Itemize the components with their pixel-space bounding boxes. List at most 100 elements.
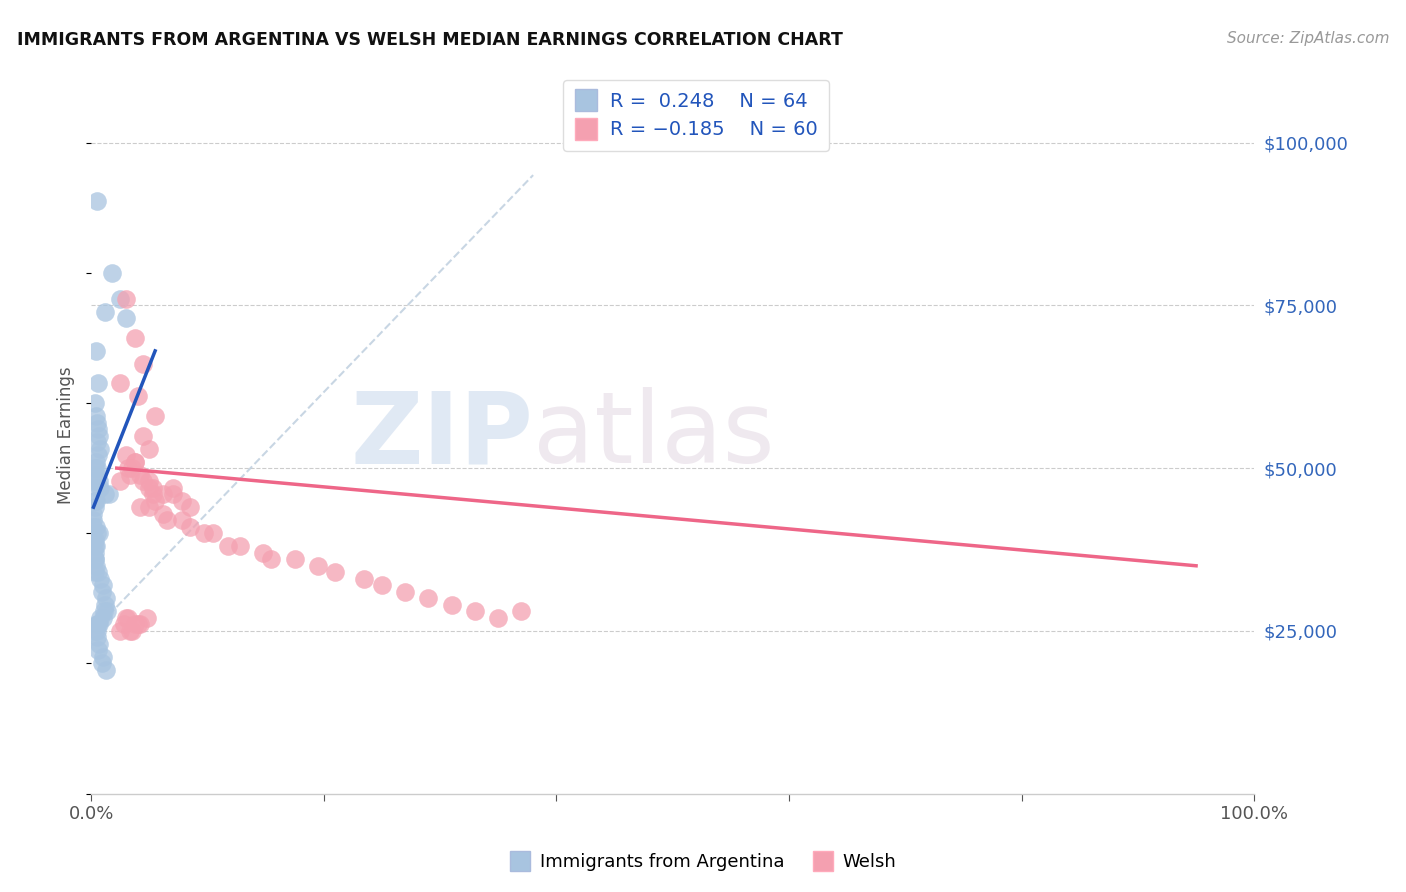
Point	[83, 539, 105, 553]
Point	[89, 611, 111, 625]
Point	[202, 526, 225, 541]
Point	[284, 552, 307, 566]
Text: ZIP: ZIP	[350, 387, 533, 484]
Point	[193, 526, 215, 541]
Point	[90, 657, 112, 671]
Point	[83, 566, 105, 580]
Point	[84, 558, 107, 573]
Point	[96, 663, 118, 677]
Point	[84, 409, 107, 423]
Point	[87, 376, 110, 391]
Point	[138, 442, 160, 456]
Point	[86, 416, 108, 430]
Point	[84, 467, 107, 482]
Point	[118, 467, 141, 482]
Point	[86, 194, 108, 209]
Point	[82, 507, 104, 521]
Point	[96, 604, 118, 618]
Point	[86, 631, 108, 645]
Point	[86, 526, 108, 541]
Point	[110, 376, 132, 391]
Point	[138, 500, 160, 515]
Point	[170, 493, 193, 508]
Point	[96, 591, 118, 606]
Point	[89, 617, 111, 632]
Point	[143, 409, 166, 423]
Point	[83, 474, 105, 488]
Point	[510, 604, 533, 618]
Text: IMMIGRANTS FROM ARGENTINA VS WELSH MEDIAN EARNINGS CORRELATION CHART: IMMIGRANTS FROM ARGENTINA VS WELSH MEDIA…	[17, 31, 842, 49]
Point	[86, 435, 108, 450]
Point	[132, 428, 155, 442]
Point	[307, 558, 329, 573]
Point	[129, 617, 152, 632]
Point	[86, 461, 108, 475]
Point	[89, 481, 111, 495]
Point	[94, 305, 117, 319]
Point	[162, 487, 184, 501]
Point	[138, 474, 160, 488]
Point	[486, 611, 509, 625]
Point	[394, 584, 416, 599]
Point	[371, 578, 394, 592]
Point	[124, 617, 146, 632]
Point	[83, 546, 105, 560]
Point	[353, 572, 375, 586]
Point	[129, 500, 152, 515]
Point	[118, 624, 141, 638]
Point	[93, 604, 115, 618]
Point	[152, 487, 174, 501]
Point	[86, 624, 108, 638]
Point	[83, 493, 105, 508]
Point	[83, 552, 105, 566]
Point	[86, 617, 108, 632]
Point	[83, 396, 105, 410]
Text: atlas: atlas	[533, 387, 775, 484]
Point	[84, 539, 107, 553]
Point	[94, 487, 117, 501]
Legend: R =  0.248    N = 64, R = −0.185    N = 60: R = 0.248 N = 64, R = −0.185 N = 60	[562, 80, 830, 151]
Point	[89, 428, 111, 442]
Point	[229, 539, 252, 553]
Point	[152, 507, 174, 521]
Point	[110, 474, 132, 488]
Point	[115, 292, 138, 306]
Point	[97, 487, 120, 501]
Point	[124, 454, 146, 468]
Point	[440, 598, 463, 612]
Point	[83, 552, 105, 566]
Point	[83, 500, 105, 515]
Point	[124, 331, 146, 345]
Legend: Immigrants from Argentina, Welsh: Immigrants from Argentina, Welsh	[502, 847, 904, 879]
Point	[110, 624, 132, 638]
Point	[117, 461, 139, 475]
Point	[87, 566, 110, 580]
Point	[127, 617, 149, 632]
Point	[112, 617, 135, 632]
Point	[87, 481, 110, 495]
Point	[179, 519, 201, 533]
Point	[84, 454, 107, 468]
Point	[162, 481, 184, 495]
Point	[170, 513, 193, 527]
Point	[260, 552, 283, 566]
Point	[84, 343, 107, 358]
Point	[252, 546, 274, 560]
Point	[138, 481, 160, 495]
Point	[115, 311, 138, 326]
Point	[82, 513, 104, 527]
Point	[87, 643, 110, 657]
Point	[90, 584, 112, 599]
Point	[89, 526, 111, 541]
Point	[83, 461, 105, 475]
Point	[129, 467, 152, 482]
Point	[136, 611, 159, 625]
Point	[91, 578, 114, 592]
Point	[84, 519, 107, 533]
Point	[84, 493, 107, 508]
Point	[87, 422, 110, 436]
Point	[115, 448, 138, 462]
Point	[156, 513, 179, 527]
Point	[87, 617, 110, 632]
Point	[127, 389, 149, 403]
